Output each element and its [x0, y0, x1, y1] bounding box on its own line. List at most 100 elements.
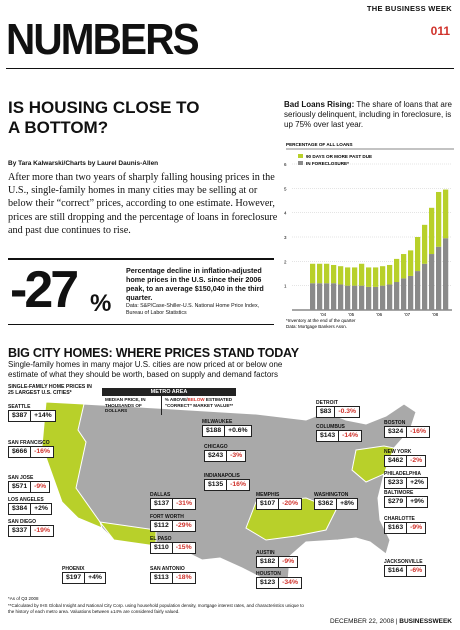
loans-chart-bar	[429, 254, 435, 310]
stat-source: Data: S&P/Case-Shiller-U.S. National Hom…	[126, 303, 260, 316]
loans-chart-bar	[422, 224, 428, 264]
loans-chart-bar	[415, 237, 421, 272]
city-price: $243	[205, 451, 228, 461]
loans-chart-bar	[310, 283, 316, 310]
city-change: -16%	[34, 448, 50, 455]
loans-chart-bar	[310, 263, 316, 284]
city-price: $112	[151, 521, 173, 531]
city-name: SEATTLE	[8, 404, 31, 410]
city-label-austin: AUSTIN $182 -9%	[256, 550, 299, 568]
city-name: WASHINGTON	[314, 492, 349, 498]
city-label-memphis: MEMPHIS $107 -20%	[256, 492, 302, 510]
city-label-san-antonio: SAN ANTONIO $113 -18%	[150, 566, 196, 584]
loans-chart-bar	[352, 267, 358, 286]
city-change: -16%	[410, 428, 426, 435]
loans-chart-bar	[324, 283, 330, 310]
loans-chart-bar	[408, 250, 414, 276]
stat-text: Percentage decline in inflation-adjusted…	[126, 266, 264, 302]
city-name: DALLAS	[150, 492, 171, 498]
city-change: +8%	[340, 500, 354, 507]
city-change: -3%	[230, 452, 243, 459]
city-name: NEW YORK	[384, 449, 412, 455]
city-name: EL PASO	[150, 536, 172, 542]
loans-chart-y-tick: 2	[284, 259, 287, 264]
city-value-box: $143 -14%	[316, 430, 362, 442]
stat-value: -27	[10, 261, 79, 319]
loans-title-rest: The share of loans that are seriously de…	[284, 100, 452, 129]
loans-chart-x-tick: ’08	[432, 312, 439, 317]
city-change: -19%	[34, 527, 50, 534]
city-label-phoenix: PHOENIX $197 +4%	[62, 566, 106, 584]
loans-chart: PERCENTAGE OF ALL LOANS 1 2 3 4 5 6 90 DAYS OR …	[284, 142, 454, 329]
loans-chart-bar	[345, 267, 351, 286]
loans-chart-bar	[408, 275, 414, 310]
city-value-box: $233 +2%	[384, 477, 428, 489]
city-price: $164	[385, 566, 408, 576]
city-price: $279	[385, 497, 408, 507]
city-price: $135	[205, 480, 228, 490]
city-name: CHICAGO	[204, 444, 228, 450]
city-value-box: $462 -2%	[384, 455, 427, 467]
city-price: $666	[9, 447, 32, 457]
map-title: BIG CITY HOMES: WHERE PRICES STAND TODAY	[8, 346, 299, 360]
city-value-box: $279 +9%	[384, 496, 428, 508]
city-change: -2%	[410, 457, 423, 464]
city-value-box: $362 +8%	[314, 498, 358, 510]
loans-chart-bar	[345, 285, 351, 310]
city-name: SAN FRANCISCO	[8, 440, 50, 446]
loans-title-bold: Bad Loans Rising:	[284, 100, 355, 109]
city-label-columbus: COLUMBUS $143 -14%	[316, 424, 362, 442]
city-change: -15%	[175, 544, 192, 551]
deck-text: After more than two years of sharply fal…	[8, 172, 278, 236]
footer: DECEMBER 22, 2008 | BUSINESSWEEK	[330, 618, 452, 625]
loans-chart-bar	[317, 263, 323, 284]
loans-chart-bar	[394, 282, 400, 310]
city-label-san-diego: SAN DIEGO $337 -19%	[8, 519, 54, 537]
loans-chart-title: PERCENTAGE OF ALL LOANS	[286, 142, 353, 147]
city-value-box: $113 -18%	[150, 572, 196, 584]
loans-chart-y-tick: 1	[284, 284, 287, 289]
city-change: -20%	[282, 500, 298, 507]
loans-chart-x-tick: ’07	[404, 312, 411, 317]
city-change: -9%	[282, 558, 295, 565]
city-price: $163	[385, 523, 408, 533]
loans-chart-source: Data: Mortgage Bankers Assn.	[286, 324, 347, 329]
city-label-indianapolis: INDIANAPOLIS $135 -16%	[204, 473, 250, 491]
metro-legend-header: METRO AREA	[102, 388, 236, 396]
city-label-los-angeles: LOS ANGELES $384 +2%	[8, 497, 52, 515]
city-name: SAN DIEGO	[8, 519, 37, 525]
city-change: -0.3%	[338, 408, 357, 415]
city-name: AUSTIN	[256, 550, 275, 556]
loans-chart-x-tick: ’06	[376, 312, 383, 317]
us-map	[41, 401, 417, 587]
loans-chart-y-tick: 5	[284, 186, 287, 191]
loans-legend-label: 90 DAYS OR MORE PAST DUE	[306, 154, 372, 159]
page-number: 011	[430, 24, 450, 38]
city-name: CHARLOTTE	[384, 516, 415, 522]
city-change: +9%	[410, 498, 424, 505]
city-price: $324	[385, 427, 408, 437]
loans-chart-bar	[401, 278, 407, 310]
masthead-rule	[6, 68, 454, 69]
loans-chart-bar	[387, 284, 393, 310]
stat-unit: %	[90, 290, 112, 317]
city-change: +2%	[34, 505, 48, 512]
city-change: -18%	[175, 574, 192, 581]
loans-chart-bar	[331, 264, 337, 284]
city-change: +4%	[88, 574, 102, 581]
city-price: $362	[315, 499, 338, 509]
city-label-chicago: CHICAGO $243 -3%	[204, 444, 247, 462]
loans-chart-x-tick: ’05	[348, 312, 355, 317]
city-name: SAN JOSE	[8, 475, 34, 481]
city-name: SAN ANTONIO	[150, 566, 185, 572]
city-price: $462	[385, 456, 408, 466]
city-name: MEMPHIS	[256, 492, 280, 498]
city-price: $143	[317, 431, 340, 441]
city-label-washington: WASHINGTON $362 +8%	[314, 492, 358, 510]
city-price: $113	[151, 573, 173, 583]
city-name: LOS ANGELES	[8, 497, 44, 503]
city-value-box: $337 -19%	[8, 525, 54, 537]
city-label-fort-worth: FORT WORTH $112 -29%	[150, 514, 196, 532]
city-value-box: $135 -16%	[204, 479, 250, 491]
legend-area-title: SINGLE-FAMILY HOME PRICES IN 25 LARGEST …	[8, 384, 92, 397]
